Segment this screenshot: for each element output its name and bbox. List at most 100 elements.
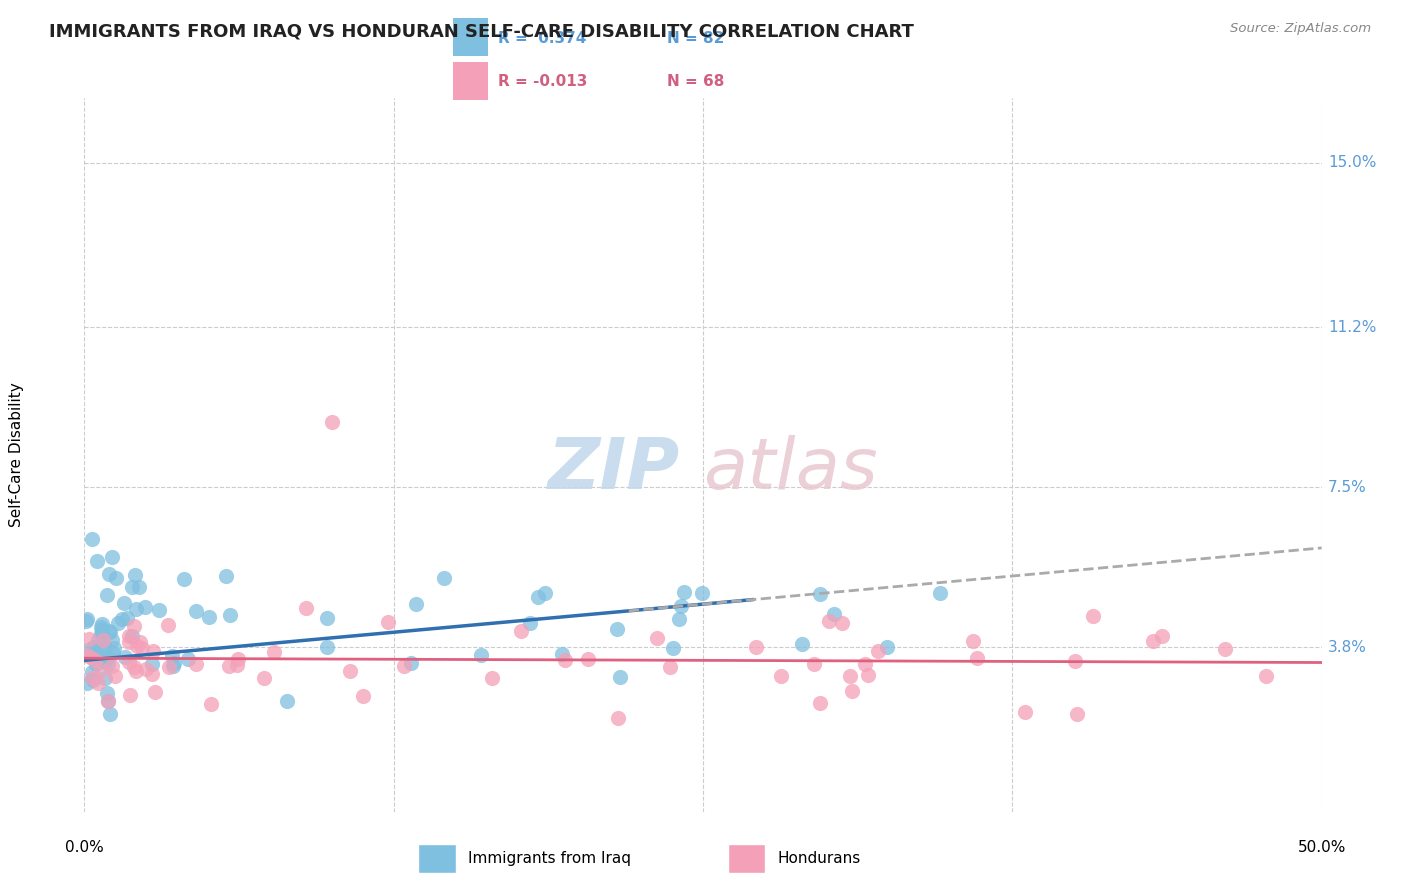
Point [792,637,814,651]
Text: Hondurans: Hondurans [778,851,860,866]
Text: N = 68: N = 68 [666,74,724,89]
Point [1083,609,1105,624]
Point [82,651,104,665]
Point [253,671,276,685]
Point [831,615,853,630]
Point [853,657,876,671]
Point [98,566,121,581]
Point [103,640,125,655]
Point [321,416,343,430]
Point [121,629,143,643]
Point [551,647,574,661]
Point [124,568,146,582]
Point [89,627,111,641]
Point [744,640,766,654]
Point [659,660,682,674]
Point [134,600,156,615]
Point [929,585,952,599]
Point [839,668,862,682]
Text: ZIP: ZIP [548,434,681,504]
Point [75,648,97,662]
Point [93,654,115,668]
Point [128,635,150,649]
Point [87,675,110,690]
Point [200,697,222,711]
Point [526,590,548,604]
Point [96,588,118,602]
Point [76,611,98,625]
Point [226,652,249,666]
Point [470,648,492,662]
Point [803,657,825,672]
Point [218,658,240,673]
Point [606,622,628,636]
Point [962,634,984,648]
Point [276,694,298,708]
Point [554,653,576,667]
Point [377,615,399,629]
Point [215,569,238,583]
Point [510,624,533,638]
Point [143,685,166,699]
Point [90,663,112,677]
Point [122,618,145,632]
Point [118,630,141,644]
Text: IMMIGRANTS FROM IRAQ VS HONDURAN SELF-CARE DISABILITY CORRELATION CHART: IMMIGRANTS FROM IRAQ VS HONDURAN SELF-CA… [49,22,914,40]
Point [124,660,146,674]
Point [394,659,416,673]
Point [263,645,285,659]
Text: 50.0%: 50.0% [1298,840,1346,855]
Point [1142,634,1164,648]
Point [76,676,98,690]
Point [77,632,100,646]
Point [399,656,422,670]
Point [662,640,685,655]
Point [86,554,108,568]
Bar [453,62,488,100]
Point [104,669,127,683]
Point [82,671,104,685]
Point [84,647,107,661]
Point [93,641,115,656]
Point [1064,654,1087,668]
Point [101,549,124,564]
Point [96,649,118,664]
Point [114,650,136,665]
Point [94,672,117,686]
Point [101,632,124,647]
Point [219,608,242,623]
Point [966,651,988,665]
Point [315,640,337,654]
Text: N = 82: N = 82 [666,31,724,46]
Point [856,667,879,681]
Point [83,640,105,654]
Point [669,599,692,613]
Point [82,673,104,688]
Text: R =  0.374: R = 0.374 [498,31,586,46]
Point [668,612,690,626]
Point [79,650,101,665]
Point [352,689,374,703]
Point [198,610,221,624]
Point [808,587,831,601]
Point [818,615,841,629]
Point [533,586,555,600]
Point [173,572,195,586]
Point [176,651,198,665]
Point [1152,629,1174,643]
Point [100,659,122,673]
Point [98,625,121,640]
Bar [453,18,488,55]
Point [97,694,120,708]
Point [86,657,108,672]
Text: 7.5%: 7.5% [1327,480,1367,495]
Point [87,633,110,648]
Bar [728,844,765,873]
Point [135,662,157,676]
Point [162,649,184,664]
Point [607,711,630,725]
Point [112,596,135,610]
Point [131,641,153,656]
Point [609,669,631,683]
Point [115,611,138,625]
